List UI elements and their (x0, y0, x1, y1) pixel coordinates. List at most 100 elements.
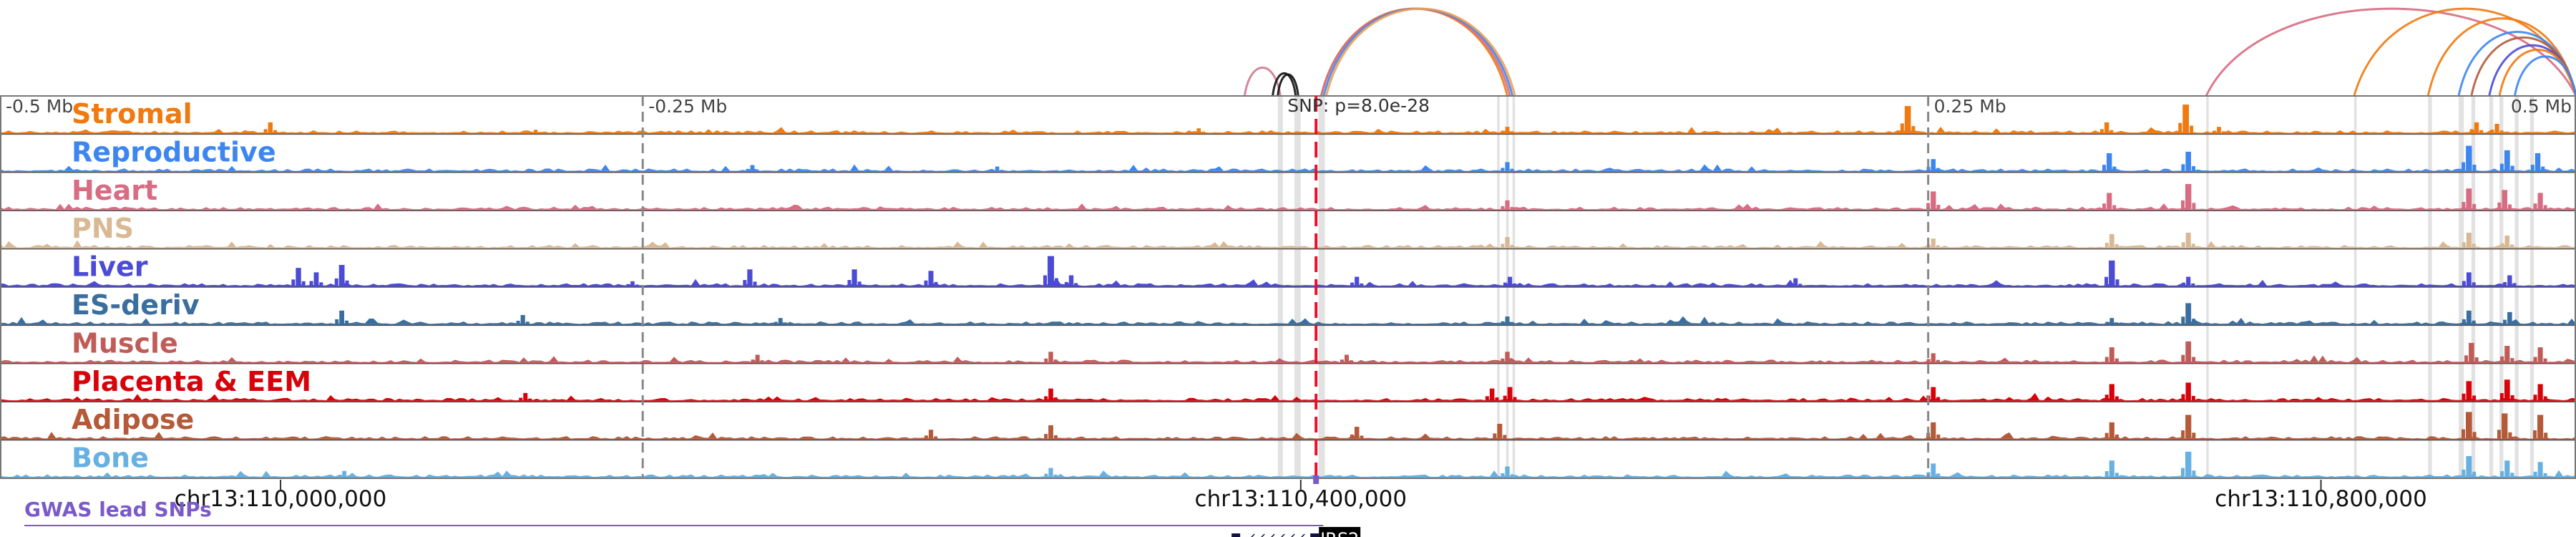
signal-peak-shoulder (1350, 435, 1354, 439)
signal-peak (2186, 382, 2191, 400)
signal-peak-shoulder (2490, 130, 2494, 132)
signal-peak-shoulder (2544, 397, 2547, 401)
signal-peak (2109, 318, 2114, 324)
signal-peak-shoulder (2114, 322, 2118, 324)
signal-peak (2535, 153, 2540, 171)
signal-peak (1931, 159, 1936, 171)
signal-peak-shoulder (2109, 130, 2113, 133)
signal-peak (2109, 234, 2114, 248)
signal-peak (1508, 387, 1513, 401)
signal-peak-shoulder (1510, 131, 1513, 132)
signal-peak-shoulder (2472, 395, 2476, 400)
signal-peak-shoulder (626, 284, 630, 286)
signal-peak-shoulder (2534, 472, 2537, 477)
signal-peak (2494, 124, 2499, 132)
signal-peak (2107, 193, 2112, 209)
signal-peak-shoulder (2533, 203, 2537, 209)
gene-track: IRS2 (1231, 527, 1360, 537)
signal-peak (1196, 128, 1201, 132)
signal-peak-shoulder (2100, 129, 2104, 132)
signal-peak-shoulder (774, 322, 778, 324)
signal-peak-shoulder (1055, 279, 1058, 286)
signal-peak-shoulder (2181, 430, 2185, 439)
signal-peak-shoulder (2511, 395, 2514, 400)
gwas-track-label: GWAS lead SNPs (24, 498, 212, 521)
signal-peak-shoulder (2462, 202, 2465, 209)
signal-peak-shoulder (2503, 320, 2507, 324)
signal-peak-shoulder (2192, 396, 2195, 400)
track-heart (0, 184, 2576, 211)
signal-peak-shoulder (2462, 281, 2466, 286)
signal-peak-shoulder (1511, 359, 1514, 362)
signal-peak (2109, 261, 2114, 286)
signal-peak-shoulder (2105, 433, 2109, 439)
gene-strand-arrow (1300, 534, 1304, 537)
distance-tick-label: -0.5 Mb (6, 96, 73, 117)
signal-peak (1931, 353, 1936, 362)
signal-peak-shoulder (2544, 432, 2547, 438)
signal-peak-shoulder (2192, 319, 2195, 324)
track-bone (0, 452, 2576, 478)
gene-exon (1310, 533, 1319, 537)
signal-peak-shoulder (1936, 473, 1940, 477)
signal-peak-shoulder (1495, 397, 1498, 400)
signal-peak-shoulder (335, 279, 338, 286)
signal-peak-shoulder (1511, 207, 1514, 209)
signal-peak-shoulder (2462, 162, 2465, 170)
track-label: Bone (72, 442, 149, 474)
signal-peak-shoulder (1501, 206, 1504, 209)
track-label: Muscle (72, 327, 178, 359)
signal-peak-shoulder (2115, 359, 2119, 362)
signal-peak (2537, 193, 2542, 209)
signal-peak (2537, 384, 2542, 400)
track-label: Adipose (72, 404, 194, 435)
signal-peak-shoulder (346, 281, 349, 286)
signal-peak-shoulder (753, 281, 757, 286)
signal-peak (1505, 162, 1509, 170)
signal-peak-shoulder (2181, 316, 2185, 324)
track-background-signal (0, 127, 2576, 132)
signal-peak-shoulder (1054, 359, 1058, 362)
signal-peak (2467, 233, 2472, 248)
signal-peak-shoulder (2222, 131, 2225, 132)
signal-peak (779, 318, 783, 324)
signal-peak (2185, 415, 2191, 438)
signal-peak-shoulder (924, 435, 928, 438)
loop-arc (2499, 50, 2576, 96)
signal-peak-shoulder (2544, 359, 2547, 362)
signal-peak (1505, 237, 1509, 247)
coordinate-axis: chr13:110,000,000 chr13:110,400,000 chr13:… (24, 475, 2427, 526)
signal-peak-shoulder (2513, 283, 2517, 286)
signal-peak (2537, 415, 2543, 438)
signal-peak-shoulder (2533, 430, 2537, 439)
track-pns (0, 233, 2576, 249)
signal-peak (2185, 452, 2191, 477)
signal-peak (268, 122, 273, 132)
gene-exon (1231, 533, 1240, 537)
signal-peak-shoulder (2192, 357, 2195, 362)
signal-peak-shoulder (1000, 170, 1003, 171)
distance-tick-label: 0.25 Mb (1934, 96, 2006, 117)
signal-peak-shoulder (1360, 284, 1363, 286)
track-label: ES-deriv (72, 289, 200, 321)
signal-peak-shoulder (2511, 166, 2514, 171)
signal-peak (928, 271, 933, 286)
signal-peak-shoulder (2500, 471, 2504, 477)
signal-peak-shoulder (2475, 357, 2479, 362)
signal-peak-shoulder (1901, 123, 1904, 132)
signal-peak (2507, 312, 2512, 324)
signal-peak-shoulder (1054, 475, 1058, 477)
signal-peak-shoulder (761, 360, 764, 362)
track-label: Liver (72, 251, 148, 283)
signal-peak (523, 393, 527, 400)
signal-peak (1506, 316, 1510, 324)
signal-peak-shoulder (2531, 165, 2534, 171)
signal-peak-shoulder (2534, 357, 2537, 362)
signal-peak (2504, 346, 2509, 362)
signal-peak (929, 430, 933, 438)
signal-peak-shoulder (934, 436, 937, 438)
signal-peak-shoulder (1054, 435, 1058, 439)
signal-peak-shoulder (2115, 244, 2119, 248)
signal-peak (339, 311, 344, 324)
signal-peak (1490, 389, 1495, 401)
